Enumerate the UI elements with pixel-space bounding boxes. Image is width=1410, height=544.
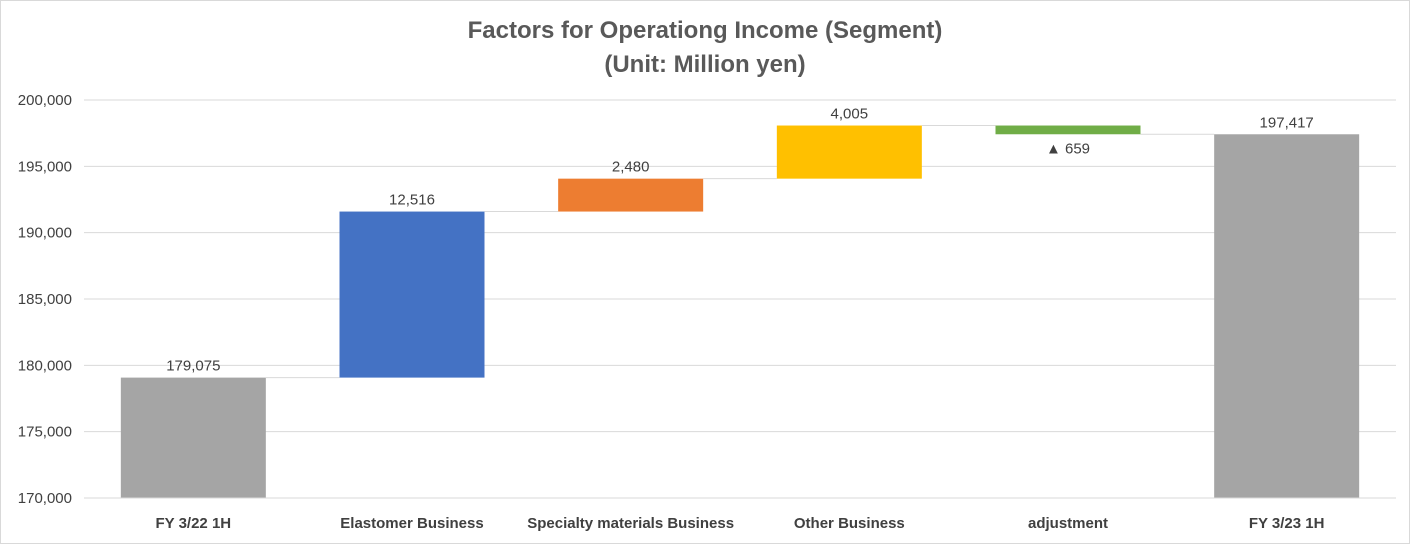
y-tick-label: 190,000: [18, 225, 72, 242]
chart-subtitle: (Unit: Million yen): [604, 51, 806, 78]
data-label: 2,480: [612, 159, 650, 176]
bar: [339, 211, 485, 378]
bar: [120, 377, 266, 498]
data-label: 4,005: [831, 106, 869, 123]
data-label: 179,075: [166, 358, 220, 375]
data-label: 12,516: [389, 192, 435, 209]
category-label: adjustment: [1028, 515, 1108, 532]
category-label: FY 3/22 1H: [156, 515, 232, 532]
category-label: Elastomer Business: [340, 515, 483, 532]
category-label: FY 3/23 1H: [1249, 515, 1325, 532]
y-tick-label: 195,000: [18, 158, 72, 175]
data-label: 197,417: [1260, 114, 1314, 131]
y-tick-label: 180,000: [18, 357, 72, 374]
y-tick-label: 185,000: [18, 291, 72, 308]
y-tick-label: 175,000: [18, 424, 72, 441]
bar: [558, 178, 704, 212]
y-tick-label: 170,000: [18, 490, 72, 507]
y-tick-label: 200,000: [18, 92, 72, 109]
bar: [1214, 134, 1360, 498]
category-label: Other Business: [794, 515, 905, 532]
category-label: Specialty materials Business: [527, 515, 734, 532]
chart-title: Factors for Operationg Income (Segment): [467, 17, 943, 44]
bar: [995, 125, 1141, 135]
data-label: ▲ 659: [1046, 140, 1090, 157]
bar: [776, 125, 922, 179]
